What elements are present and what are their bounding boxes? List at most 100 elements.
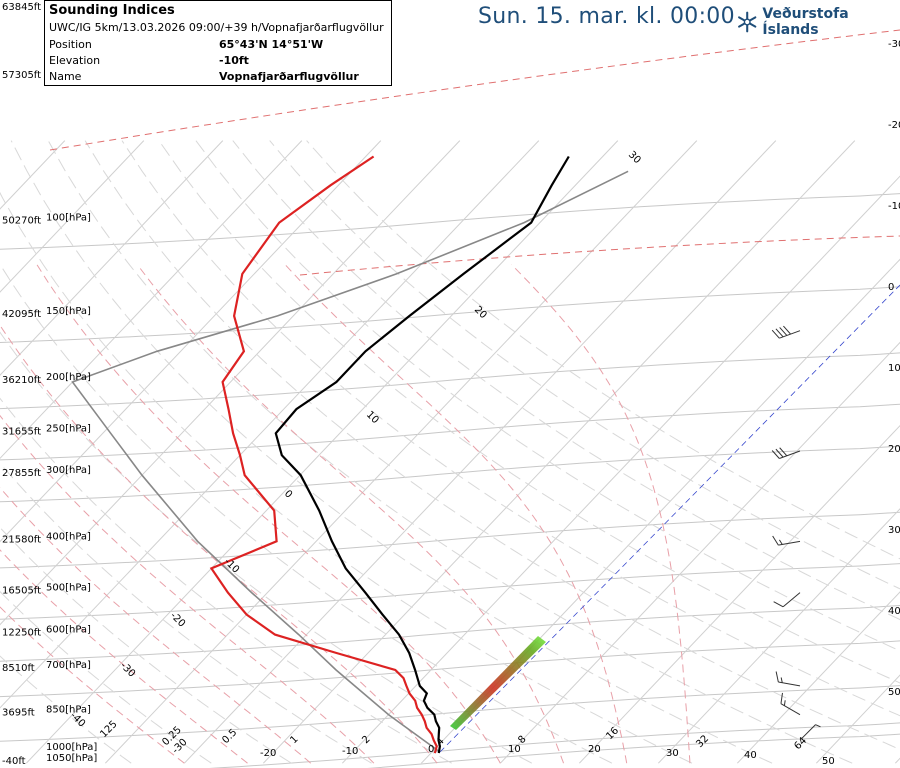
info-title: Sounding Indices: [49, 3, 175, 18]
barb-feather: [773, 601, 784, 608]
moist-adiabat: [136, 264, 564, 764]
isotherm-line: [0, 140, 303, 460]
background-grid: [0, 29, 900, 768]
pressure-label: 600[hPa]: [46, 625, 91, 636]
barb-feather: [772, 535, 779, 546]
altitude-label: -40ft: [2, 756, 26, 767]
right-scale-label: 50: [888, 687, 900, 698]
right-scale-label: 10: [888, 363, 900, 374]
isobar-line: [0, 286, 900, 343]
bottom-scale-label: -20: [260, 748, 276, 759]
elevation-label: Elevation: [49, 54, 101, 67]
wind-barbs: [771, 325, 821, 741]
pressure-label: 400[hPa]: [46, 531, 91, 542]
isotherm-line: [104, 140, 698, 764]
pressure-label: 100[hPa]: [46, 213, 91, 224]
brand-logo[interactable]: Veðurstofa Íslands: [736, 6, 900, 38]
isotherm-line: [0, 140, 145, 293]
dry-adiabat: [121, 140, 900, 717]
freezing-level-reference: [439, 284, 900, 753]
wind-barb: [775, 671, 801, 687]
isotherm-line: [25, 140, 619, 764]
barb-feather: [771, 329, 780, 339]
pressure-label: 1000[hPa]: [46, 742, 97, 753]
barb-half-feather: [780, 677, 783, 683]
isobar-line: [0, 445, 900, 503]
dry-adiabat: [0, 191, 693, 764]
barb-staff: [780, 703, 801, 716]
isobar-line: [367, 733, 900, 768]
moist-adiabat: [0, 549, 248, 764]
bottom-scale-label: 32: [694, 733, 711, 750]
wind-barb: [771, 447, 801, 459]
right-scale-label: -30: [888, 39, 900, 50]
altitude-label: 57305ft: [2, 70, 41, 81]
isobar-line: [0, 605, 900, 662]
snowflake-logo-icon: [738, 11, 757, 33]
bottom-scale-label: 40: [744, 750, 757, 761]
isobar-line: [209, 722, 900, 768]
brand-name: Veðurstofa Íslands: [762, 6, 849, 38]
right-scale-label: -20: [888, 120, 900, 131]
barb-feather: [779, 327, 788, 336]
moist-adiabat: [0, 606, 185, 764]
wind-barb: [773, 592, 801, 608]
isotherm-label: -20: [168, 610, 187, 629]
right-scale-label: 0: [888, 282, 894, 293]
bottom-scale-label: 30: [666, 748, 679, 759]
isobar-line: [0, 193, 900, 250]
barb-feather: [771, 450, 780, 459]
barb-feather: [775, 671, 779, 683]
isotherm-line: [578, 424, 900, 764]
altitude-label: 12250ft: [2, 628, 41, 639]
pressure-label: 150[hPa]: [46, 306, 91, 317]
moist-adiabat: [0, 486, 312, 764]
barb-staff: [778, 681, 801, 687]
model-run: UWC/IG 5km/13.03.2026 09:00/+39 h/Vopnaf…: [49, 21, 384, 34]
isotherm-label: 30: [626, 149, 643, 166]
barb-half-feather: [779, 539, 783, 545]
dry-adiabat: [0, 526, 292, 764]
isotherm-label: -10: [222, 556, 241, 575]
wind-barb: [772, 535, 801, 546]
pressure-label: 700[hPa]: [46, 660, 91, 671]
altitude-label: 3695ft: [2, 708, 35, 719]
pressure-label: 250[hPa]: [46, 423, 91, 434]
isotherm-line: [262, 140, 856, 764]
forecast-time-title: Sun. 15. mar. kl. 00:00: [478, 4, 735, 29]
dry-adiabat: [0, 462, 372, 764]
isotherm-label: 10: [364, 409, 381, 426]
barb-staff: [799, 724, 816, 741]
isobar-line: [0, 640, 900, 698]
moist-adiabat: [0, 414, 375, 764]
dry-adiabat: [0, 397, 452, 764]
isotherm-line: [0, 140, 382, 543]
right-scale-label: -10: [888, 201, 900, 212]
altitude-label: 50270ft: [2, 216, 41, 227]
barb-feather: [780, 692, 783, 704]
pressure-label: 1050[hPa]: [46, 753, 97, 764]
dry-adiabat: [195, 140, 900, 652]
lifting-band: [450, 636, 546, 730]
isotherm-line: [0, 140, 224, 376]
dewpoint-line: [209, 155, 438, 754]
barb-feather: [775, 328, 784, 338]
right-scale-label: 40: [888, 606, 900, 617]
altitude-label: 36210ft: [2, 375, 41, 386]
dry-adiabat: [232, 140, 900, 621]
wind-barb: [799, 724, 821, 741]
bottom-scale-label: -10: [342, 746, 358, 757]
pressure-label: 300[hPa]: [46, 465, 91, 476]
barb-half-feather: [783, 700, 786, 706]
bottom-scale-label: 10: [508, 744, 521, 755]
altitude-label: 27855ft: [2, 468, 41, 479]
bottom-scale-label: 0: [428, 744, 434, 755]
dry-adiabat: [10, 140, 773, 764]
sounding-info-panel: Sounding Indices UWC/IG 5km/13.03.2026 0…: [44, 0, 392, 86]
isotherm-line: [420, 258, 900, 764]
isobar-line: [0, 352, 900, 410]
name-label: Name: [49, 70, 82, 83]
dry-adiabat: [0, 655, 132, 764]
barb-feather: [779, 447, 788, 457]
